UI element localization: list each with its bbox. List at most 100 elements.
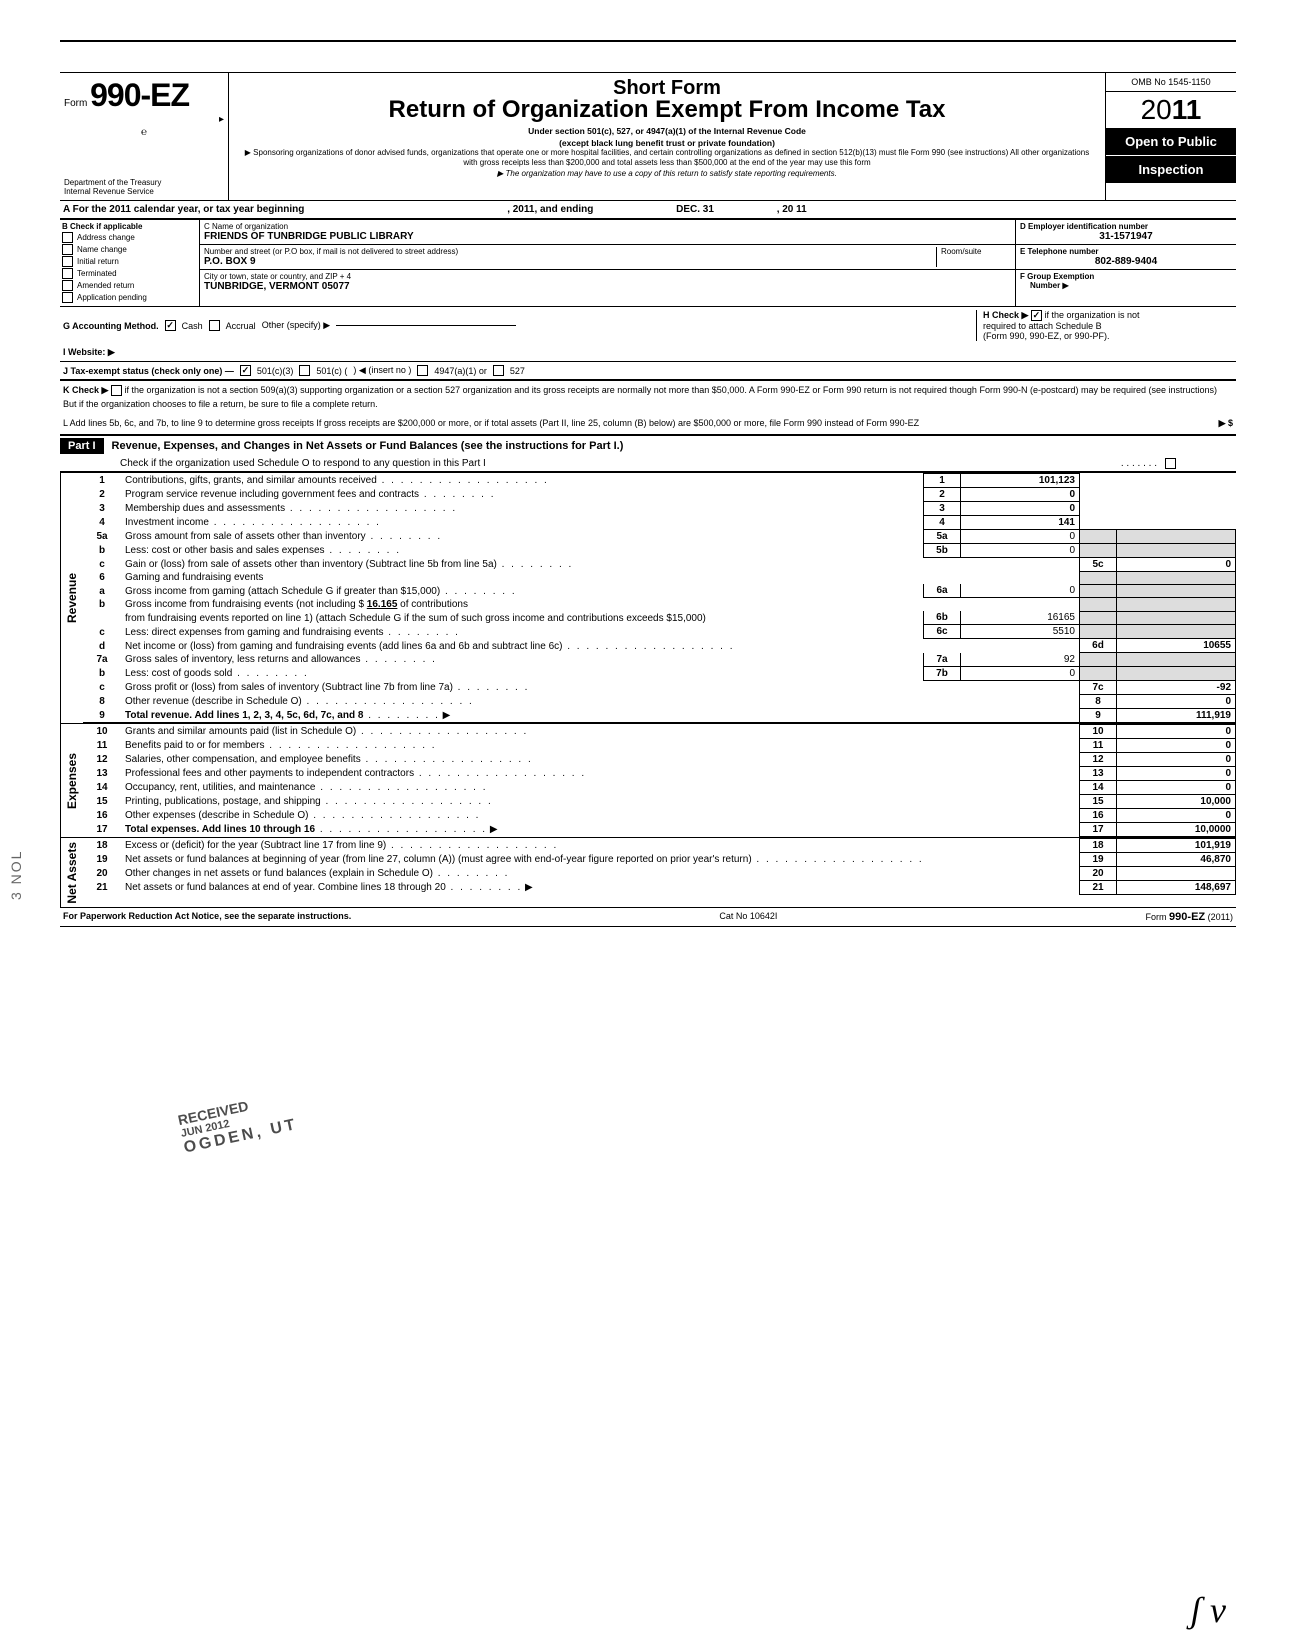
footer-row: For Paperwork Reduction Act Notice, see … (60, 907, 1236, 927)
checkbox-h[interactable]: ✓ (1031, 310, 1042, 321)
label-name-change: Name change (77, 245, 127, 254)
line-3-num: 3 (83, 501, 121, 515)
open-to-public: Open to Public (1106, 128, 1236, 155)
line-7b-sv: 0 (961, 666, 1080, 680)
line-13-num: 13 (83, 766, 121, 780)
group-number: Number ▶ (1020, 281, 1232, 290)
j-label: J Tax-exempt status (check only one) — (63, 366, 234, 376)
line-12-mn: 12 (1080, 752, 1117, 766)
section-a: A For the 2011 calendar year, or tax yea… (60, 200, 1236, 219)
checkbox-501c[interactable] (299, 365, 310, 376)
sponsor-text: ▶ Sponsoring organizations of donor advi… (237, 148, 1097, 169)
line-5c-mn: 5c (1080, 557, 1117, 571)
line-17-val: 10,0000 (1117, 822, 1236, 836)
addr-value: P.O. BOX 9 (204, 256, 936, 267)
line-6c-num: c (83, 625, 121, 639)
line-15-mn: 15 (1080, 794, 1117, 808)
label-other: Other (specify) ▶ (262, 320, 330, 331)
label-501c: 501(c) ( (316, 366, 347, 376)
label-cash: Cash (182, 321, 203, 331)
line-2-val: 0 (961, 487, 1080, 501)
label-accrual: Accrual (226, 321, 256, 331)
line-3-val: 0 (961, 501, 1080, 515)
line-5b-sv: 0 (961, 543, 1080, 557)
line-6b-num: b (83, 598, 121, 612)
form-prefix: Form (64, 98, 87, 109)
label-501c3: 501(c)(3) (257, 366, 294, 376)
row-i: I Website: ▶ (60, 344, 1236, 361)
line-6a-desc: Gross income from gaming (attach Schedul… (125, 586, 440, 597)
line-14-desc: Occupancy, rent, utilities, and maintena… (125, 782, 315, 793)
line-7c-num: c (83, 680, 121, 694)
checkbox-pending[interactable] (62, 292, 73, 303)
checkbox-terminated[interactable] (62, 268, 73, 279)
phone-value: 802-889-9404 (1020, 256, 1232, 267)
part-i-title: Revenue, Expenses, and Changes in Net As… (112, 440, 624, 452)
expenses-side-label: Expenses (60, 724, 83, 837)
part-i-check-text: Check if the organization used Schedule … (120, 458, 1121, 469)
checkbox-527[interactable] (493, 365, 504, 376)
line-2-desc: Program service revenue including govern… (125, 489, 419, 500)
line-17-mn: 17 (1080, 822, 1117, 836)
line-5a-num: 5a (83, 529, 121, 543)
line-7a-desc: Gross sales of inventory, less returns a… (125, 654, 360, 665)
checkbox-amended[interactable] (62, 280, 73, 291)
line-5c-num: c (83, 557, 121, 571)
line-6d-val: 10655 (1117, 639, 1236, 653)
phone-label: E Telephone number (1020, 247, 1232, 256)
line-20-mn: 20 (1080, 866, 1117, 880)
website-label: I Website: ▶ (63, 347, 115, 358)
checkbox-initial-return[interactable] (62, 256, 73, 267)
l-arrow: ▶ $ (1219, 417, 1233, 431)
line-5b-sn: 5b (924, 543, 961, 557)
checkbox-name-change[interactable] (62, 244, 73, 255)
line-10-desc: Grants and similar amounts paid (list in… (125, 726, 356, 737)
dept-line-1: Department of the Treasury (64, 178, 224, 187)
line-16-desc: Other expenses (describe in Schedule O) (125, 810, 308, 821)
footer-right-pre: Form (1146, 912, 1170, 922)
checkbox-k[interactable] (111, 385, 122, 396)
info-block: B Check if applicable Address change Nam… (60, 219, 1236, 306)
line-6c-desc: Less: direct expenses from gaming and fu… (125, 627, 383, 638)
line-6c-sn: 6c (924, 625, 961, 639)
line-7c-mn: 7c (1080, 680, 1117, 694)
line-6b-sv: 16165 (961, 611, 1080, 625)
addr-label: Number and street (or P.O box, if mail i… (204, 247, 936, 256)
checkbox-4947[interactable] (417, 365, 428, 376)
line-18-val: 101,919 (1117, 838, 1236, 852)
l-text: L Add lines 5b, 6c, and 7b, to line 9 to… (63, 417, 1219, 431)
line-19-num: 19 (83, 852, 121, 866)
line-15-val: 10,000 (1117, 794, 1236, 808)
label-terminated: Terminated (77, 269, 117, 278)
row-g-h: G Accounting Method. ✓Cash Accrual Other… (60, 306, 1236, 344)
expenses-section: Expenses 10 Grants and similar amounts pa… (60, 723, 1236, 837)
form-number: 990-EZ (90, 77, 189, 113)
line-8-mn: 8 (1080, 694, 1117, 708)
netassets-side-label: Net Assets (60, 838, 83, 908)
city-value: TUNBRIDGE, VERMONT 05077 (204, 281, 1011, 292)
line-6b-sn: 6b (924, 611, 961, 625)
checkbox-address-change[interactable] (62, 232, 73, 243)
k-label: K Check ▶ (63, 385, 108, 395)
line-20-num: 20 (83, 866, 121, 880)
line-7c-desc: Gross profit or (loss) from sales of inv… (125, 682, 453, 693)
line-20-val (1117, 866, 1236, 880)
line-6c-sv: 5510 (961, 625, 1080, 639)
line-11-desc: Benefits paid to or for members (125, 740, 265, 751)
line-6d-num: d (83, 639, 121, 653)
line-5b-desc: Less: cost or other basis and sales expe… (125, 545, 325, 556)
checkbox-accrual[interactable] (209, 320, 220, 331)
line-10-val: 0 (1117, 724, 1236, 738)
checkbox-cash[interactable]: ✓ (165, 320, 176, 331)
checkbox-part-i[interactable] (1165, 458, 1176, 469)
footer-right-year: (2011) (1205, 912, 1233, 922)
line-6a-num: a (83, 584, 121, 598)
label-insert: ) ◀ (insert no ) (353, 365, 411, 376)
line-6b-d1v: 16.165 (367, 599, 398, 610)
h-text3: required to attach Schedule B (983, 321, 1102, 331)
line-4-desc: Investment income (125, 517, 209, 528)
section-a-mid: , 2011, and ending (507, 204, 593, 215)
footer-left: For Paperwork Reduction Act Notice, see … (63, 911, 351, 923)
line-10-mn: 10 (1080, 724, 1117, 738)
checkbox-501c3[interactable]: ✓ (240, 365, 251, 376)
